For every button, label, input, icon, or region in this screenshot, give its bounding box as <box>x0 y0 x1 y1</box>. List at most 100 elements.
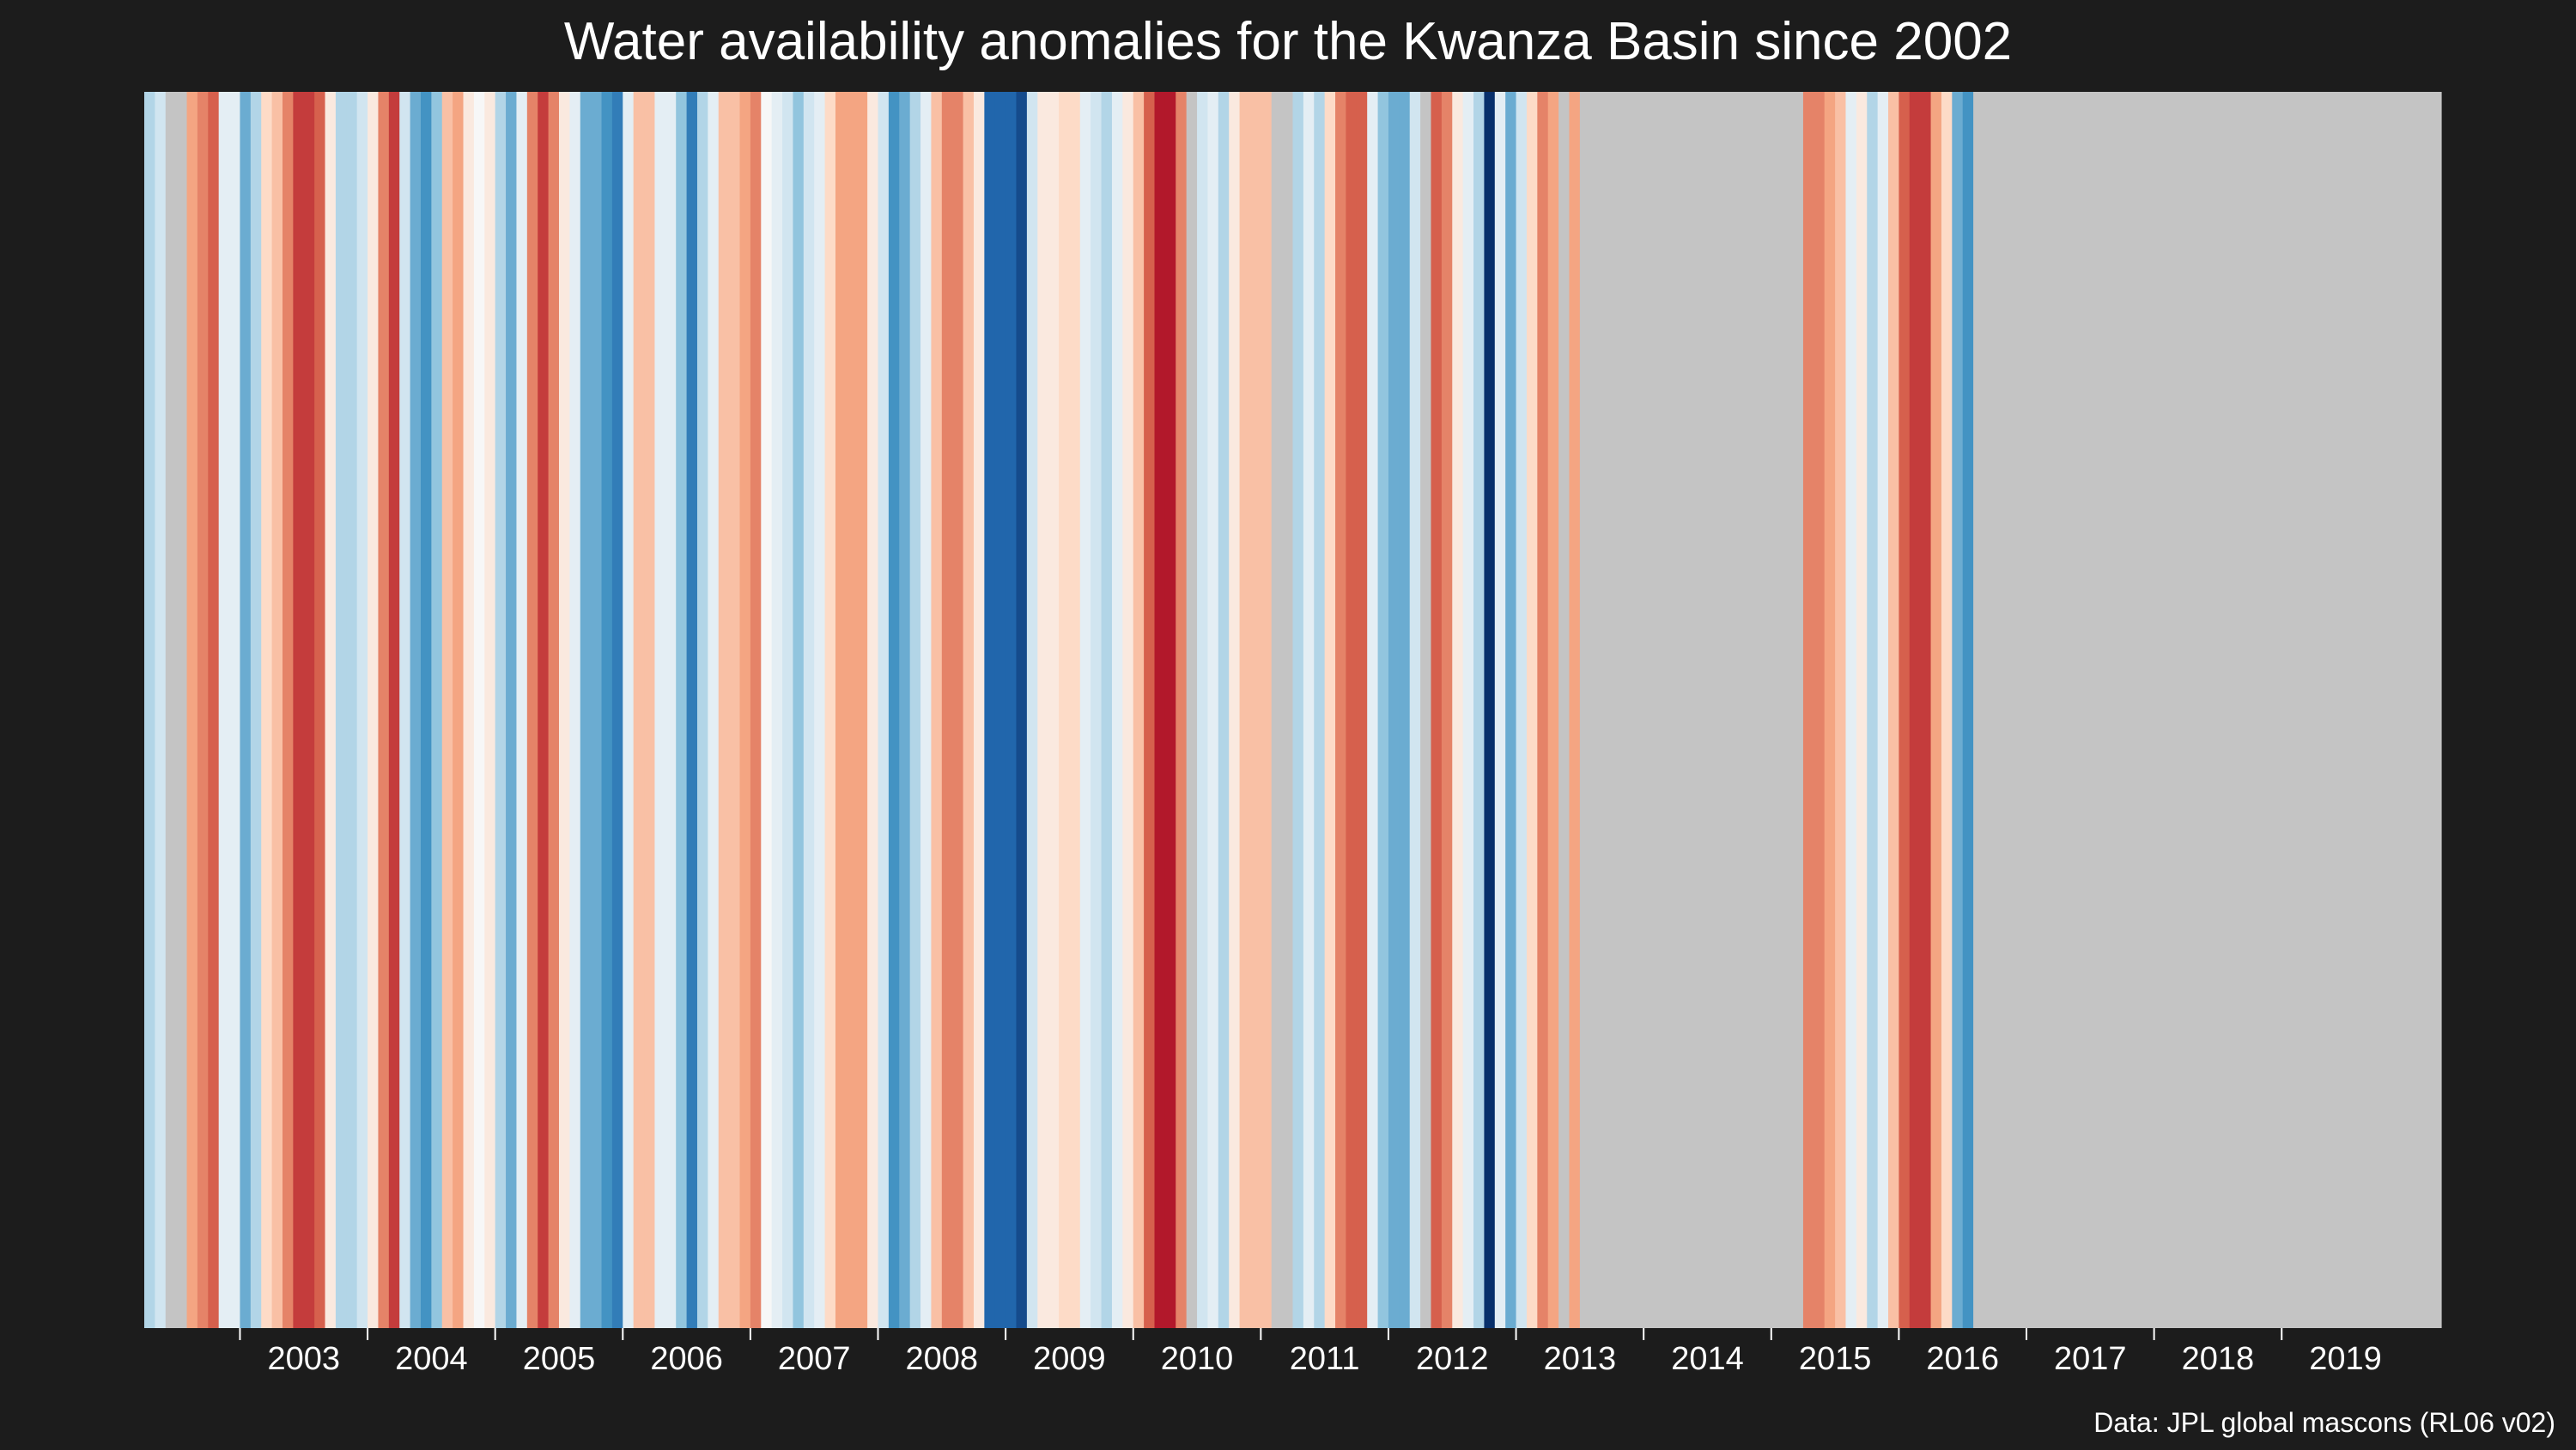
stripe <box>1164 92 1176 1328</box>
stripe <box>473 92 485 1328</box>
stripe <box>1622 92 1634 1328</box>
stripe <box>1037 92 1049 1328</box>
stripe <box>611 92 623 1328</box>
stripe <box>1431 92 1443 1328</box>
stripe <box>729 92 741 1328</box>
stripe <box>1176 92 1188 1328</box>
stripe <box>240 92 252 1328</box>
stripe <box>623 92 635 1328</box>
stripe <box>1133 92 1145 1328</box>
stripe <box>931 92 943 1328</box>
stripe <box>1314 92 1326 1328</box>
stripe <box>803 92 815 1328</box>
stripe <box>1409 92 1421 1328</box>
stripe <box>1059 92 1071 1328</box>
stripe <box>2366 92 2379 1328</box>
stripe <box>2260 92 2272 1328</box>
stripe <box>1399 92 1411 1328</box>
chart-title: Water availability anomalies for the Kwa… <box>563 12 2013 71</box>
stripe <box>1207 92 1219 1328</box>
stripe <box>1367 92 1379 1328</box>
stripe <box>878 92 890 1328</box>
stripe <box>2165 92 2176 1328</box>
stripe <box>431 92 443 1328</box>
stripe <box>2420 92 2432 1328</box>
stripe <box>665 92 677 1328</box>
stripe <box>250 92 262 1328</box>
stripe <box>963 92 975 1328</box>
stripe <box>1569 92 1581 1328</box>
stripe <box>463 92 475 1328</box>
stripe <box>2015 92 2027 1328</box>
stripe <box>569 92 581 1328</box>
stripe <box>2409 92 2421 1328</box>
stripe <box>1686 92 1698 1328</box>
stripe <box>1920 92 1932 1328</box>
stripe <box>1728 92 1741 1328</box>
stripe <box>846 92 858 1328</box>
stripe <box>1697 92 1709 1328</box>
stripe <box>1303 92 1315 1328</box>
stripe <box>1845 92 1857 1328</box>
stripe <box>1984 92 1996 1328</box>
stripe <box>1664 92 1676 1328</box>
stripe <box>835 92 847 1328</box>
data-source-caption: Data: JPL global mascons (RL06 v02) <box>2093 1407 2555 1438</box>
stripe <box>973 92 985 1328</box>
stripe <box>441 92 453 1328</box>
stripe <box>144 92 155 1328</box>
stripe <box>1452 92 1464 1328</box>
stripe <box>1952 92 1964 1328</box>
stripe <box>1144 92 1156 1328</box>
stripe <box>1026 92 1038 1328</box>
stripe <box>1516 92 1528 1328</box>
stripe <box>1005 92 1018 1328</box>
stripe <box>2111 92 2123 1328</box>
stripe <box>1271 92 1283 1328</box>
stripe <box>271 92 283 1328</box>
stripe <box>165 92 177 1328</box>
stripe <box>2335 92 2347 1328</box>
stripe <box>1707 92 1719 1328</box>
stripe <box>314 92 326 1328</box>
stripe <box>2313 92 2325 1328</box>
stripe <box>782 92 794 1328</box>
stripe <box>2250 92 2262 1328</box>
stripe <box>1909 92 1921 1328</box>
stripe <box>1091 92 1103 1328</box>
stripe <box>824 92 836 1328</box>
x-tick-label: 2015 <box>1799 1341 1872 1377</box>
stripe <box>1717 92 1729 1328</box>
x-tick-label: 2006 <box>650 1341 723 1377</box>
stripe <box>1899 92 1911 1328</box>
stripe <box>548 92 560 1328</box>
x-tick-label: 2007 <box>778 1341 851 1377</box>
stripe <box>293 92 305 1328</box>
stripe <box>2143 92 2155 1328</box>
stripe <box>952 92 964 1328</box>
stripe <box>1122 92 1134 1328</box>
stripe <box>2079 92 2091 1328</box>
stripe <box>2175 92 2187 1328</box>
x-axis: 2003 2004 2005 2006 2007 2008 2009 2010 2011 2012… <box>239 1328 2382 1377</box>
stripe <box>176 92 188 1328</box>
stripe <box>1356 92 1368 1328</box>
stripe <box>814 92 826 1328</box>
stripe <box>1154 92 1166 1328</box>
stripe <box>2090 92 2102 1328</box>
x-tick-label: 2018 <box>2182 1341 2255 1377</box>
stripe <box>1016 92 1028 1328</box>
stripe <box>708 92 720 1328</box>
stripe <box>1558 92 1571 1328</box>
stripe <box>1239 92 1251 1328</box>
stripe <box>2132 92 2144 1328</box>
stripe <box>899 92 911 1328</box>
stripe <box>1962 92 1974 1328</box>
stripe <box>2047 92 2059 1328</box>
stripe <box>1388 92 1400 1328</box>
stripe <box>388 92 400 1328</box>
stripe <box>1069 92 1081 1328</box>
stripe <box>186 92 198 1328</box>
stripe <box>2239 92 2251 1328</box>
